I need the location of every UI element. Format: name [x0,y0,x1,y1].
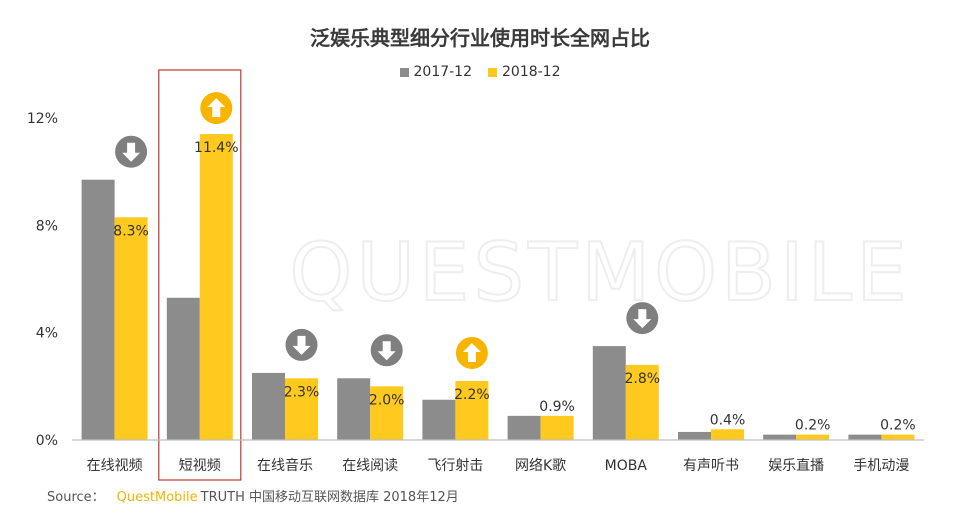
legend-swatch-2018 [488,67,497,77]
x-tick-label: MOBA [605,458,648,474]
source-line: Source： QuestMobile TRUTH 中国移动互联网数据库 2018年… [47,486,459,505]
trend-arrows-group [115,92,659,369]
x-tick-label: 网络K歌 [515,458,566,474]
bar-2017-3 [337,378,371,440]
y-tick-label: 12% [27,111,58,127]
bar-2017-7 [678,431,711,440]
y-tick-label: 4% [36,326,58,342]
x-tick-label: 在线阅读 [342,457,398,474]
y-tick-label: 0% [36,433,58,449]
source-text: TRUTH 中国移动互联网数据库 2018年12月 [200,490,459,505]
y-axis: 0% 4% 8% 12% [27,111,58,449]
legend-item-2018: 2018-12 [488,64,561,80]
legend-label-2017: 2017-12 [413,64,473,80]
bar-2017-4 [422,399,456,440]
bar-2017-0 [81,179,115,440]
legend: 2017-12 2018-12 [0,64,960,80]
data-label: 0.2% [880,418,916,434]
y-tick-label: 8% [36,218,58,234]
x-tick-label: 娱乐直播 [768,457,824,474]
bar-2017-1 [166,297,200,440]
x-tick-label: 手机动漫 [853,458,909,474]
bar-2018-2 [285,378,318,440]
bar-2018-7 [711,429,744,440]
bar-2018-9 [881,434,915,440]
bar-2018-6 [625,364,659,440]
source-brand: QuestMobile [116,490,198,505]
bar-2018-1 [199,134,233,440]
bar-2017-6 [592,346,626,440]
data-label: 2.8% [625,371,661,387]
data-label: 2.2% [454,387,490,403]
down-arrow-icon [285,328,318,361]
watermark: QUESTMOBILE [288,225,910,320]
up-arrow-icon [455,336,488,369]
bar-2018-0 [114,217,148,440]
data-label: 0.4% [710,412,746,428]
data-label: 0.2% [795,418,831,434]
x-tick-label: 短视频 [179,458,221,474]
data-labels-group: 8.3% 11.4% 2.3% 2.0% 2.2% 0.9% 2.8% 0.4% 0.2% 0.2… [113,140,915,434]
down-arrow-icon [370,334,403,367]
up-arrow-icon [200,92,233,125]
bar-2017-8 [763,434,797,440]
x-axis: 在线视频 短视频 在线音乐 在线阅读 飞行射击 网络K歌 MOBA 有声听书 娱乐直播 手机动漫 [72,439,924,474]
bar-2017-5 [507,415,541,440]
legend-item-2017: 2017-12 [399,64,473,80]
watermark-text: QUESTMOBILE [289,226,910,319]
highlight-box [158,69,242,481]
legend-label-2018: 2018-12 [502,64,561,80]
down-arrow-icon [115,135,148,168]
bar-2017-2 [252,372,285,440]
bar-2018-8 [796,434,830,440]
data-label: 11.4% [194,140,238,156]
data-label: 8.3% [113,223,149,239]
highlight-group [158,69,242,481]
down-arrow-icon [626,302,659,335]
x-tick-label: 有声听书 [683,458,739,474]
bar-2018-5 [540,415,574,440]
data-label: 2.3% [284,384,320,400]
bar-2017-9 [848,434,882,440]
chart-title: 泛娱乐典型细分行业使用时长全网占比 [310,26,650,50]
data-label: 2.0% [369,392,405,408]
x-tick-label: 在线视频 [87,458,143,474]
source-prefix: Source： [47,490,105,505]
legend-swatch-2017 [399,67,409,77]
x-tick-label: 在线音乐 [257,457,313,474]
bar-2018-4 [455,380,489,440]
bar-2018-3 [370,386,404,440]
x-tick-label: 飞行射击 [427,458,483,474]
data-label: 0.9% [539,399,575,415]
bars-group [81,134,915,440]
